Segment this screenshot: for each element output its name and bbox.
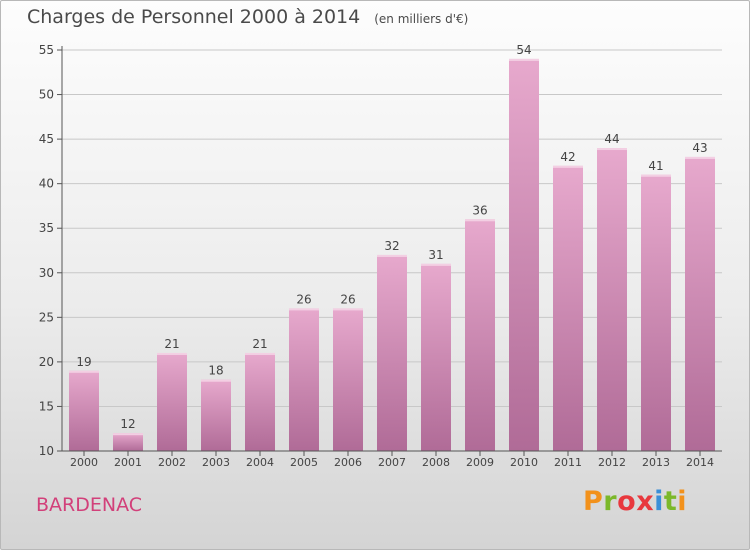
bar-highlight [245,352,275,355]
bar-value-label: 26 [296,292,311,306]
x-tick-label: 2010 [510,456,538,469]
bar-value-label: 36 [472,203,487,217]
bar [641,174,671,451]
logo-letter: i [677,486,688,517]
bar-value-label: 21 [164,337,179,351]
y-tick-label: 55 [39,43,54,57]
x-tick-label: 2001 [114,456,142,469]
x-tick-label: 2013 [642,456,670,469]
x-tick-label: 2006 [334,456,362,469]
x-tick-label: 2007 [378,456,406,469]
bar-highlight [157,352,187,355]
bar-highlight [597,148,627,151]
bar-value-label: 43 [692,141,707,155]
bar [289,308,319,451]
x-tick-label: 2003 [202,456,230,469]
bar-value-label: 18 [208,364,223,378]
bar [245,352,275,451]
bar-highlight [641,174,671,177]
bar-value-label: 26 [340,292,355,306]
x-tick-label: 2009 [466,456,494,469]
place-name: BARDENAC [36,494,143,516]
logo-letter: P [583,486,604,517]
bar [553,165,583,451]
bar-value-label: 44 [604,132,619,146]
y-tick-label: 15 [39,399,54,413]
bar-value-label: 12 [120,417,135,431]
logo-letter: t [663,486,678,517]
bar [597,148,627,451]
bar [69,370,99,451]
bar-value-label: 54 [516,43,531,57]
bar [377,254,407,451]
bar [201,379,231,451]
bar [465,219,495,451]
bar-highlight [113,433,143,436]
y-tick-label: 10 [39,444,54,458]
bar-highlight [685,156,715,159]
title-text: Charges de Personnel 2000 à 2014 [27,6,361,28]
logo-letter: i [654,486,664,517]
bars: 19 12 21 18 21 26 26 32 31 36 54 42 44 41 43 [69,43,715,452]
bar [509,58,539,452]
logo-letter: x [636,486,655,517]
bar-value-label: 19 [76,355,91,369]
bar [157,352,187,451]
bar-highlight [421,263,451,266]
bar [113,433,143,451]
y-tick-label: 50 [39,88,54,102]
x-tick-label: 2000 [70,456,98,469]
chart-title: Charges de Personnel 2000 à 2014 (en mill… [27,6,468,28]
x-tick-label: 2005 [290,456,318,469]
bar-highlight [201,379,231,382]
x-tick-label: 2008 [422,456,450,469]
bar-highlight [465,219,495,222]
x-tick-label: 2004 [246,456,274,469]
x-tick-label: 2002 [158,456,186,469]
bar-value-label: 21 [252,337,267,351]
bar [421,263,451,451]
bar-highlight [509,58,539,61]
bar [333,308,363,451]
y-tick-label: 40 [39,177,54,191]
bar-highlight [553,165,583,168]
proxiti-logo[interactable]: Proxiti [583,486,687,517]
x-tick-label: 2012 [598,456,626,469]
x-tick-label: 2011 [554,456,582,469]
bar-highlight [289,308,319,311]
bar-value-label: 41 [648,159,663,173]
y-tick-label: 20 [39,355,54,369]
y-tick-label: 35 [39,221,54,235]
bar [685,156,715,451]
y-tick-label: 45 [39,132,54,146]
bar-highlight [377,254,407,257]
unit-text: (en milliers d'€) [374,12,469,26]
bar-highlight [69,370,99,373]
bar-highlight [333,308,363,311]
y-tick-label: 25 [39,310,54,324]
axes: 10 15 20 25 30 35 40 45 50 55 2000 2001 2002 2003 2004… [39,43,722,469]
y-tick-label: 30 [39,266,54,280]
logo-letter: r [603,486,618,517]
bar-value-label: 42 [560,150,575,164]
bar-value-label: 32 [384,239,399,253]
bar-value-label: 31 [428,248,443,262]
x-tick-label: 2014 [686,456,714,469]
logo-letter: o [617,486,637,517]
